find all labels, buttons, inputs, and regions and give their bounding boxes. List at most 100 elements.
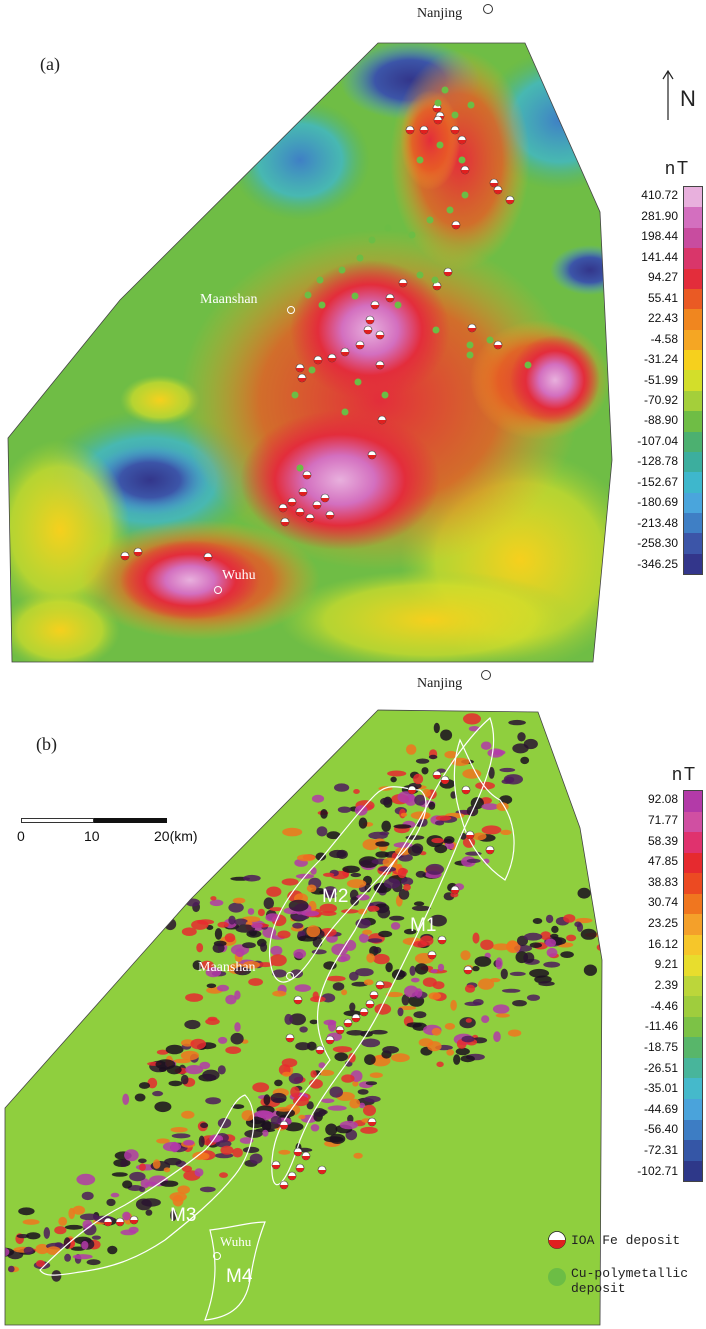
- zone-label-m2: M2: [322, 886, 349, 907]
- fe-deposit-marker: [450, 885, 460, 895]
- colorbar-a-tick-label: -128.78: [637, 454, 678, 469]
- city-label-wuhu-b: Wuhu: [220, 1234, 252, 1249]
- fe-deposit-marker: [271, 1160, 281, 1170]
- cu-deposit-marker: [416, 156, 424, 164]
- colorbar-a-tick-label: -31.24: [643, 352, 678, 367]
- colorbar-a-tick-label: 281.90: [641, 208, 678, 223]
- fe-deposit-marker: [301, 1151, 311, 1161]
- colorbar-a-tick-label: -152.67: [637, 474, 678, 489]
- colorbar-b-swatch: [684, 791, 702, 812]
- colorbar-a-tick-label: -51.99: [643, 372, 678, 387]
- fe-deposit-marker: [279, 1180, 289, 1190]
- colorbar-a-tick-label: 141.44: [641, 249, 678, 264]
- colorbar-b-tick-label: 38.83: [647, 874, 678, 889]
- colorbar-ticks-a: 410.72 281.90 198.44 141.44 94.27 55.41 22.43 -…: [616, 186, 678, 575]
- colorbar-b-tick-label: -4.46: [650, 998, 678, 1013]
- colorbar-b-swatch: [684, 832, 702, 853]
- colorbar-b-tick-label: 16.12: [647, 936, 678, 951]
- colorbar-a-tick-label: -107.04: [637, 433, 678, 448]
- fe-deposit-marker: [461, 785, 471, 795]
- cu-deposit-marker: [466, 351, 474, 359]
- colorbar-b-tick-label: -35.01: [643, 1081, 678, 1096]
- colorbar-a-tick-label: -213.48: [637, 515, 678, 530]
- colorbar-b-tick-label: -11.46: [644, 1019, 678, 1034]
- cu-deposit-marker: [381, 391, 389, 399]
- fe-deposit-marker: [365, 315, 375, 325]
- colorbar-b-swatch: [684, 1037, 702, 1058]
- cu-deposit-marker: [356, 254, 364, 262]
- cu-deposit-marker: [451, 111, 459, 119]
- cu-deposit-marker: [351, 292, 359, 300]
- colorbar-a-tick-label: 94.27: [647, 270, 678, 285]
- colorbar-a-tick-label: -180.69: [637, 495, 678, 510]
- fe-deposit-marker: [315, 1045, 325, 1055]
- cu-deposit-marker: [426, 216, 434, 224]
- fe-deposit-marker: [278, 503, 288, 513]
- colorbar-b-swatch: [684, 1057, 702, 1079]
- colorbar-unit-a: nT: [665, 158, 691, 178]
- colorbar-b-swatch: [684, 852, 702, 874]
- cu-deposit-marker: [486, 336, 494, 344]
- cu-deposit-marker: [368, 236, 376, 244]
- city-marker-wuhu-a: [214, 586, 222, 594]
- colorbar-b: [683, 790, 703, 1182]
- fe-deposit-marker: [385, 293, 395, 303]
- cu-deposit-marker: [461, 191, 469, 199]
- colorbar-b-swatch: [684, 1016, 702, 1038]
- colorbar-a-swatch: [684, 288, 702, 310]
- fe-deposit-marker: [293, 995, 303, 1005]
- colorbar-b-tick-label: 58.39: [647, 833, 678, 848]
- colorbar-b-tick-label: -72.31: [643, 1143, 678, 1158]
- fe-deposit-marker: [317, 1165, 327, 1175]
- fe-deposit-marker: [279, 1120, 289, 1130]
- colorbar-a-swatch: [684, 390, 702, 412]
- fe-deposit-marker: [460, 165, 470, 175]
- cu-deposit-marker: [446, 206, 454, 214]
- magnetic-anomaly-map-a: [7, 42, 613, 663]
- fe-deposit-marker: [287, 1171, 297, 1181]
- colorbar-a-swatch: [684, 492, 702, 513]
- fe-deposit-marker: [465, 830, 475, 840]
- colorbar-a-swatch: [684, 472, 702, 493]
- colorbar-a-swatch: [684, 329, 702, 350]
- fe-deposit-marker: [305, 513, 315, 523]
- fe-deposit-marker: [359, 1007, 369, 1017]
- city-label-nanjing-a: Nanjing: [417, 6, 463, 21]
- fe-deposit-marker: [365, 999, 375, 1009]
- scale-label-20: 20(km): [154, 828, 198, 844]
- cu-deposit-marker: [458, 156, 466, 164]
- colorbar-b-tick-label: 92.08: [647, 792, 678, 807]
- fe-deposit-marker: [457, 135, 467, 145]
- zone-label-m1: M1: [410, 915, 437, 936]
- fe-deposit-marker: [375, 330, 385, 340]
- fe-deposit-marker: [302, 470, 312, 480]
- cu-deposit-marker: [524, 361, 532, 369]
- cu-deposit-marker: [354, 378, 362, 386]
- colorbar-a-tick-label: 22.43: [647, 311, 678, 326]
- fe-deposit-marker: [280, 517, 290, 527]
- fe-deposit-marker: [325, 510, 335, 520]
- colorbar-a-tick-label: -346.25: [637, 556, 678, 571]
- colorbar-a-tick-label: 410.72: [641, 188, 678, 203]
- colorbar-a-swatch: [684, 411, 702, 432]
- colorbar-a-swatch: [684, 513, 702, 534]
- colorbar-b-swatch: [684, 873, 702, 894]
- fe-deposit-marker: [120, 551, 130, 561]
- fe-deposit-marker: [493, 340, 503, 350]
- colorbar-b-swatch: [684, 893, 702, 915]
- colorbar-a-swatch: [684, 309, 702, 330]
- fe-deposit-marker: [295, 363, 305, 373]
- cu-deposit-marker: [304, 291, 312, 299]
- fe-deposit-marker: [295, 507, 305, 517]
- scale-label-10: 10: [84, 828, 100, 844]
- colorbar-b-swatch: [684, 914, 702, 935]
- city-marker-maanshan-a: [287, 306, 295, 314]
- city-marker-wuhu-b: [213, 1252, 221, 1260]
- colorbar-a-tick-label: 198.44: [641, 229, 678, 244]
- city-marker-nanjing-b: [481, 670, 491, 680]
- colorbar-b-tick-label: 47.85: [647, 854, 678, 869]
- city-label-maanshan-a: Maanshan: [200, 292, 258, 307]
- fe-deposit-marker: [489, 178, 499, 188]
- fe-deposit-marker: [375, 980, 385, 990]
